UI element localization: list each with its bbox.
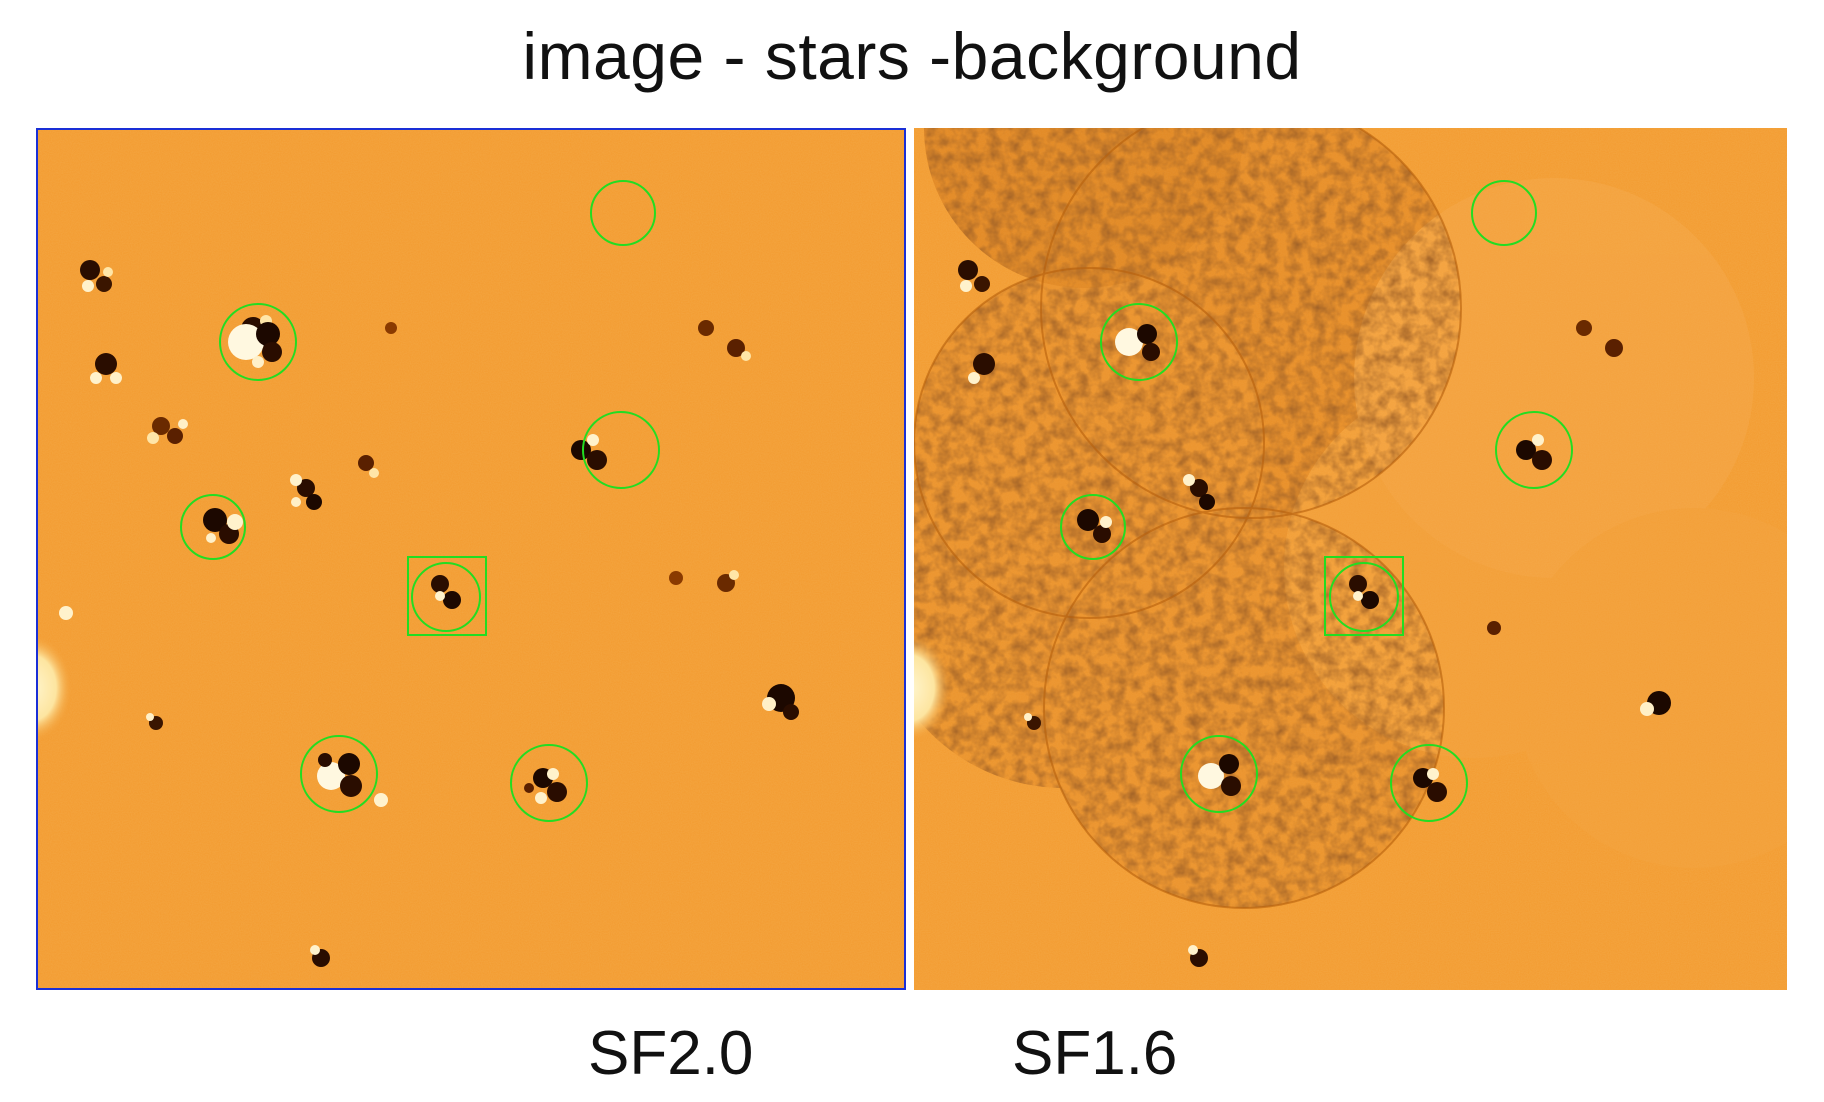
tile-edges: [914, 128, 1462, 909]
residual-star: [146, 713, 163, 730]
residual-star: [762, 684, 799, 720]
residual-star: [669, 571, 683, 585]
bright-edge-source: [914, 633, 951, 743]
residual-star: [80, 260, 113, 292]
marked-star: [317, 753, 362, 797]
residual-star: [147, 417, 188, 444]
residual-star: [385, 322, 397, 334]
image-panel-sf2: [36, 128, 906, 990]
marker-square: [407, 556, 487, 636]
bright-edge-source: [36, 633, 73, 743]
residual-star: [698, 320, 751, 361]
residual-star: [1188, 945, 1208, 967]
marked-star: [1198, 754, 1241, 796]
marker-circle: [1495, 411, 1573, 489]
marker-circle: [1180, 735, 1258, 813]
residual-star: [1487, 621, 1501, 635]
marker-circle: [219, 303, 297, 381]
residual-star: [1183, 474, 1215, 510]
marker-circle: [510, 744, 588, 822]
marked-star: [1516, 434, 1552, 470]
residual-star: [717, 570, 739, 592]
marker-circle: [1471, 180, 1537, 246]
residual-star: [524, 783, 547, 804]
residual-image-sf2: [36, 128, 906, 990]
marker-circle: [1060, 494, 1126, 560]
marked-star: [571, 434, 607, 470]
residual-image-sf16: [914, 128, 1787, 990]
residual-star: [1024, 713, 1041, 730]
panel-caption-sf2: SF2.0: [588, 1019, 754, 1088]
marker-circle: [1100, 303, 1178, 381]
marker-circle: [1329, 562, 1399, 632]
panel-caption-sf16: SF1.6: [1012, 1019, 1178, 1088]
marker-circle: [590, 180, 656, 246]
marked-star: [203, 508, 243, 544]
marker-circle: [1390, 744, 1468, 822]
marked-star: [228, 322, 282, 368]
marker-circle: [411, 562, 481, 632]
residual-star: [90, 353, 122, 384]
marked-star: [1115, 324, 1160, 361]
residual-star: [1640, 691, 1671, 716]
marker-square: [1324, 556, 1404, 636]
detection-markers: [180, 180, 660, 822]
figure-title: image - stars -background: [522, 19, 1302, 93]
residual-star: [968, 353, 995, 384]
residual-star: [958, 260, 990, 292]
residual-star: [358, 455, 379, 478]
marker-circle: [582, 411, 660, 489]
residual-star: [374, 793, 388, 807]
marker-circle: [300, 735, 378, 813]
detection-markers: [1060, 180, 1573, 822]
marked-star: [1413, 768, 1447, 802]
image-panel-sf16: [914, 128, 1787, 990]
marked-star: [1349, 575, 1379, 609]
marked-star: [431, 575, 461, 609]
marked-star: [533, 768, 567, 802]
residual-star: [290, 474, 322, 510]
residual-star: [1576, 320, 1623, 357]
residual-star: [310, 945, 330, 967]
marker-circle: [180, 494, 246, 560]
marked-star: [1077, 509, 1112, 543]
residual-star: [59, 606, 73, 620]
